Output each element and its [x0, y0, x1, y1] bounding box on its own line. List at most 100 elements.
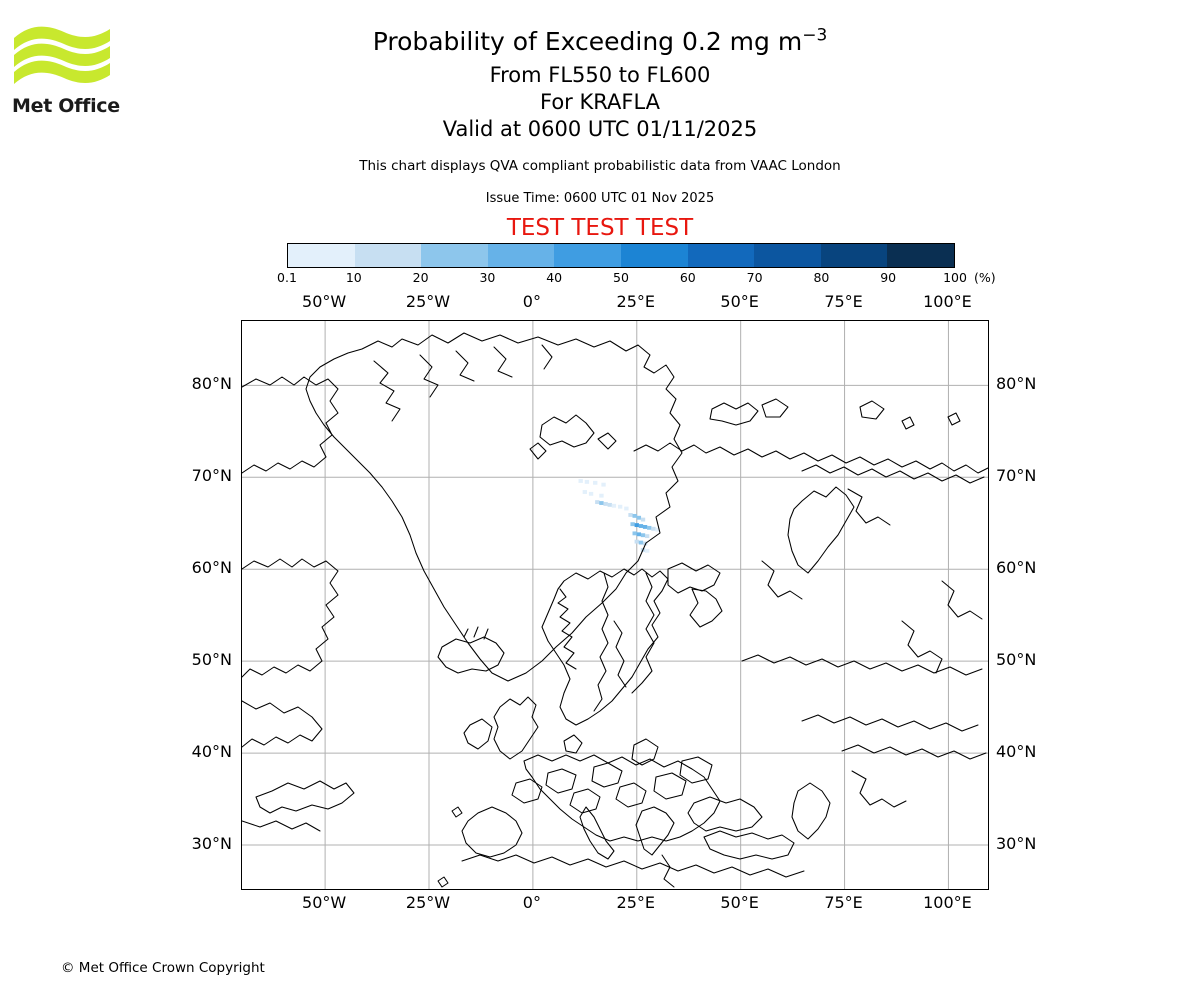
- lat-tick-label-40°N: 40°N: [191, 742, 232, 762]
- colorbar-tick-30: 30: [479, 270, 496, 285]
- nova-scotia-coastline: [255, 780, 355, 814]
- lat-tick-label-70°N: 70°N: [191, 466, 232, 486]
- ash-cell: [628, 513, 633, 517]
- alps-border: [569, 788, 601, 814]
- aral-region-border: [851, 770, 907, 808]
- gulf-of-bothnia: [613, 620, 627, 688]
- qva-note: This chart displays QVA compliant probab…: [359, 158, 841, 174]
- colorbar-tick-10: 10: [345, 270, 362, 285]
- colorbar-band-4: [554, 244, 621, 267]
- colorbar-band-7: [754, 244, 821, 267]
- map-gridlines: [242, 321, 988, 889]
- arctic-island: [947, 412, 961, 426]
- ash-cell: [593, 480, 598, 485]
- ash-cell: [588, 491, 594, 496]
- colorbar-unit-label: (%): [974, 270, 996, 285]
- greenland-fjord-detail-2: [419, 354, 439, 398]
- ash-cell: [582, 490, 588, 494]
- lon-tick-label-100°E: 100°E: [923, 893, 972, 912]
- france-border: [511, 778, 543, 804]
- ash-cell: [584, 479, 590, 484]
- colorbar-band-3: [487, 244, 555, 267]
- lon-tick-label-75°E: 75°E: [824, 893, 863, 912]
- map-canvas: [242, 321, 988, 889]
- lat-tick-label-60°N: 60°N: [996, 558, 1037, 578]
- ash-cell: [651, 526, 656, 531]
- hungary-border: [615, 782, 647, 808]
- colorbar-bands: [287, 243, 955, 268]
- russia-inland-border: [741, 654, 983, 676]
- denmark-coastline: [563, 734, 583, 754]
- met-office-wave-icon: [14, 26, 110, 84]
- colorbar-tick-60: 60: [679, 270, 696, 285]
- ash-cell: [642, 541, 648, 546]
- us-east-coast: [242, 820, 321, 832]
- ash-cell: [638, 524, 644, 528]
- greenland-fjord-detail-4: [493, 346, 513, 378]
- white-sea: [689, 588, 723, 628]
- colorbar-band-8: [820, 244, 888, 267]
- lon-tick-label-25°W: 25°W: [405, 292, 451, 311]
- ash-cell: [599, 493, 604, 498]
- turkey-coastline: [703, 830, 795, 860]
- lon-tick-label-0°: 0°: [522, 893, 541, 912]
- test-banner: TEST TEST TEST: [506, 215, 694, 241]
- great-britain-coastline: [493, 696, 539, 760]
- met-office-logo: Met Office: [12, 22, 132, 117]
- norway-fjord-detail: [557, 588, 577, 670]
- poland-border: [591, 762, 623, 788]
- ob-river: [761, 560, 803, 600]
- lon-tick-label-25°E: 25°E: [616, 292, 655, 311]
- finland-russia-border: [631, 572, 655, 694]
- caspian-sea: [791, 782, 831, 840]
- ukraine-east-border: [679, 756, 713, 784]
- ash-cell: [636, 532, 642, 537]
- lat-tick-label-40°N: 40°N: [996, 742, 1037, 762]
- greenland-fjord-detail: [373, 360, 401, 422]
- labrador-coastline: [242, 558, 339, 678]
- svalbard-east-island: [597, 432, 617, 450]
- lat-tick-label-60°N: 60°N: [191, 558, 232, 578]
- ash-cell: [644, 534, 650, 539]
- ash-cell: [578, 479, 583, 483]
- page-title-superscript: −3: [802, 25, 828, 46]
- lat-tick-label-50°N: 50°N: [996, 650, 1037, 670]
- lat-tick-label-70°N: 70°N: [996, 466, 1037, 486]
- colorbar-tick-100: 100: [943, 270, 967, 285]
- colorbar-tick-labels: 0.1 10 20 30 40 50 60 70 80 90 100: [277, 270, 967, 286]
- ireland-coastline: [463, 718, 493, 750]
- lat-tick-label-30°N: 30°N: [191, 834, 232, 854]
- ash-cell: [617, 504, 623, 509]
- iceland-coastline: [437, 636, 505, 674]
- ash-cell: [636, 515, 642, 520]
- lon-tick-label-0°: 0°: [522, 292, 541, 311]
- ash-cell: [647, 525, 652, 530]
- colorbar-tick-80: 80: [813, 270, 830, 285]
- italy-coastline: [579, 806, 615, 860]
- lon-tick-label-50°E: 50°E: [720, 893, 759, 912]
- issue-time-label: Issue Time: 0600 UTC 01 Nov 2025: [485, 191, 715, 206]
- ash-cell: [632, 531, 637, 536]
- greenland-fjord-detail-3: [455, 350, 475, 382]
- colorbar-tick-70: 70: [746, 270, 763, 285]
- ash-cell: [611, 503, 617, 508]
- met-office-logo-text: Met Office: [12, 95, 120, 117]
- ash-cell: [632, 513, 637, 518]
- colorbar-band-2: [421, 244, 488, 267]
- greenland-coastline: [305, 332, 683, 682]
- ash-cell: [601, 482, 606, 487]
- iberia-coastline: [461, 806, 523, 858]
- lon-tick-label-50°E: 50°E: [720, 292, 759, 311]
- central-asia-border: [841, 744, 987, 760]
- ash-cell: [642, 525, 648, 529]
- map-plot-area[interactable]: [241, 320, 989, 890]
- lon-tick-label-100°E: 100°E: [923, 292, 972, 311]
- lon-tick-label-25°W: 25°W: [405, 893, 451, 912]
- lon-tick-label-50°W: 50°W: [302, 893, 347, 912]
- scandinavia-coastline: [541, 568, 669, 726]
- ash-cell: [595, 500, 600, 505]
- ukraine-border: [653, 772, 687, 800]
- colorbar-tick-0.1: 0.1: [277, 270, 297, 285]
- colorbar-tick-90: 90: [880, 270, 897, 285]
- kola-peninsula: [667, 562, 721, 594]
